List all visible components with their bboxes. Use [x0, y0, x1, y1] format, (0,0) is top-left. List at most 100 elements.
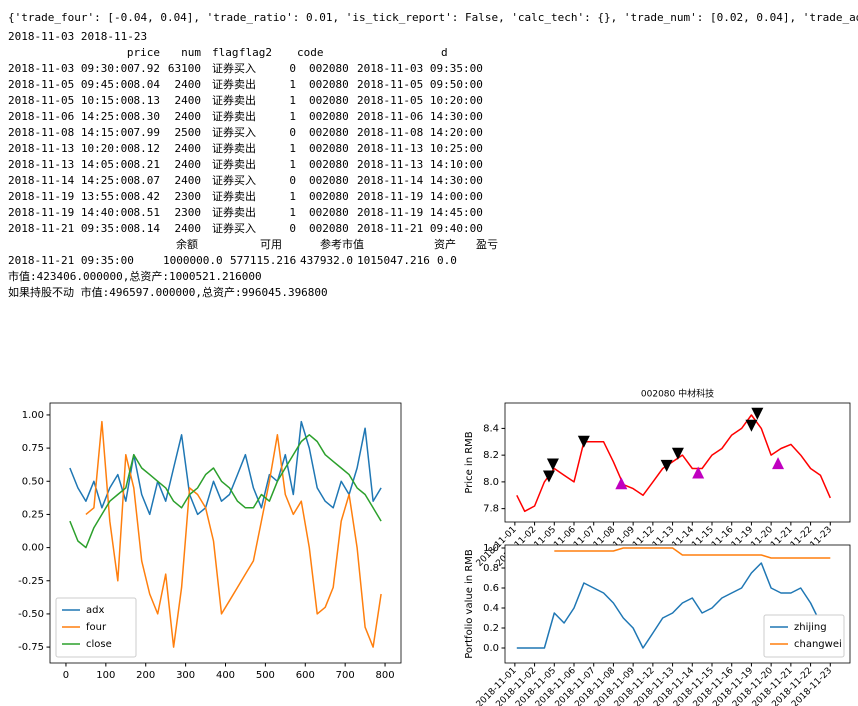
column-header: 盈亏: [476, 238, 498, 251]
x-tick-label: 400: [216, 670, 235, 681]
table-cell: 002080: [309, 94, 349, 107]
date-range: 2018-11-03 2018-11-23: [8, 30, 147, 43]
table-cell: 2018-11-03 09:30:00: [8, 62, 134, 75]
table-cell: 2018-11-21 09:40:00: [357, 222, 483, 235]
y-tick-label: 0.00: [22, 543, 44, 554]
table-cell: 1: [289, 190, 296, 203]
x-tick-label: 500: [256, 670, 275, 681]
table-cell: 0: [289, 126, 296, 139]
market-value: 市值:423406.000000,总资产:1000521.216000: [8, 269, 262, 283]
table-cell: 0: [289, 222, 296, 235]
table-cell: 577115.216: [230, 254, 296, 267]
series-line: [85, 420, 382, 648]
trade-marker: [692, 466, 705, 479]
x-tick-label: 800: [375, 670, 394, 681]
chart-title: 002080 中材科技: [641, 388, 714, 400]
column-header: code: [297, 46, 324, 59]
table-cell: 0: [289, 62, 296, 75]
table-cell: 8.07: [134, 174, 161, 187]
x-tick-label: 200: [136, 670, 155, 681]
table-cell: 2400: [175, 78, 202, 91]
column-header: d: [441, 46, 448, 59]
table-cell: 2018-11-13 14:10:00: [357, 158, 483, 171]
y-tick-label: -0.50: [18, 609, 44, 620]
y-tick-label: 0.0: [483, 643, 499, 654]
table-cell: 1: [289, 142, 296, 155]
params-line: {'trade_four': [-0.04, 0.04], 'trade_rat…: [8, 11, 858, 24]
table-cell: 2018-11-08 14:20:00: [357, 126, 483, 139]
y-tick-label: -0.75: [18, 642, 44, 653]
hold-value: 如果持股不动 市值:496597.000000,总资产:996045.39680…: [8, 285, 328, 299]
table-cell: 002080: [309, 158, 349, 171]
y-tick-label: 8.2: [483, 450, 499, 461]
series-line: [554, 547, 831, 559]
table-cell: 2018-11-21 09:35:00: [8, 254, 134, 267]
table-cell: 63100: [168, 62, 201, 75]
y-tick-label: -0.25: [18, 576, 44, 587]
chart: 0.00.20.40.60.81.02018-11-012018-11-0220…: [464, 543, 851, 706]
legend-box: [763, 614, 845, 658]
table-cell: 8.04: [134, 78, 161, 91]
table-cell: 2400: [175, 94, 202, 107]
table-cell: 2300: [175, 190, 202, 203]
table-cell: 1015047.216: [357, 254, 430, 267]
table-cell: 0.0: [437, 254, 457, 267]
table-cell: 8.51: [134, 206, 161, 219]
table-cell: 1: [289, 158, 296, 171]
y-tick-label: 7.8: [483, 504, 499, 515]
table-cell: 证券卖出: [212, 93, 256, 107]
table-cell: 2400: [175, 158, 202, 171]
y-axis-label: Price in RMB: [464, 431, 475, 493]
trade-marker: [772, 457, 785, 470]
table-cell: 1: [289, 206, 296, 219]
table-cell: 2018-11-05 10:20:00: [357, 94, 483, 107]
column-header: 资产: [434, 237, 456, 251]
table-cell: 2018-11-03 09:35:00: [357, 62, 483, 75]
table-cell: 0: [289, 174, 296, 187]
series-line: [69, 434, 382, 549]
table-cell: 2400: [175, 222, 202, 235]
table-cell: 证券买入: [212, 125, 256, 139]
table-cell: 2018-11-13 14:05:00: [8, 158, 134, 171]
trade-marker: [745, 419, 758, 432]
column-header: 可用: [260, 238, 282, 251]
trade-marker: [577, 435, 590, 448]
table-cell: 1: [289, 110, 296, 123]
legend-box: [55, 597, 137, 658]
y-tick-label: 0.50: [22, 476, 44, 487]
table-cell: 2018-11-13 10:25:00: [357, 142, 483, 155]
chart: 7.88.08.28.42018-11-012018-11-022018-11-…: [464, 388, 851, 569]
table-cell: 2018-11-06 14:30:00: [357, 110, 483, 123]
trade-marker: [542, 470, 555, 483]
table-cell: 证券卖出: [212, 205, 256, 219]
trade-marker: [615, 477, 628, 490]
y-tick-label: 8.0: [483, 477, 499, 488]
x-tick-label: 0: [63, 670, 69, 681]
table-cell: 证券买入: [212, 221, 256, 235]
table-cell: 2400: [175, 174, 202, 187]
table-cell: 1: [289, 78, 296, 91]
legend-label: four: [86, 622, 107, 633]
table-cell: 8.30: [134, 110, 161, 123]
table-cell: 证券卖出: [212, 77, 256, 91]
table-cell: 002080: [309, 110, 349, 123]
table-cell: 8.21: [134, 158, 161, 171]
table-cell: 2018-11-05 10:15:00: [8, 94, 134, 107]
series-line: [516, 562, 831, 649]
x-tick-label: 700: [336, 670, 355, 681]
y-tick-label: 0.2: [483, 623, 499, 634]
x-tick-label: 600: [296, 670, 315, 681]
series-line: [516, 414, 831, 513]
table-cell: 7.92: [134, 62, 161, 75]
chart: -0.75 -0.50 -0.25 0.00 0.25 0.50 0.75 1.00 0 100 2…: [18, 402, 402, 681]
y-tick-label: 8.4: [483, 423, 499, 434]
table-cell: 437932.0: [300, 254, 353, 267]
table-cell: 证券卖出: [212, 189, 256, 203]
legend-label: zhijing: [794, 622, 827, 633]
series-line: [69, 420, 382, 516]
table-cell: 2018-11-06 14:25:00: [8, 110, 134, 123]
legend-label: close: [86, 639, 112, 650]
table-cell: 002080: [309, 126, 349, 139]
table-cell: 2018-11-14 14:30:00: [357, 174, 483, 187]
table-cell: 2018-11-19 14:00:00: [357, 190, 483, 203]
